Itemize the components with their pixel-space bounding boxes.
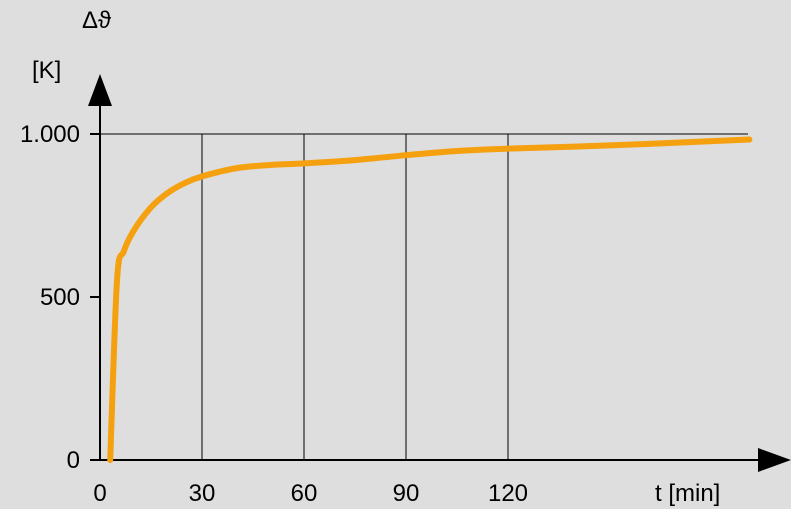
series-layer [107, 136, 753, 463]
x-tick-label: 60 [291, 480, 318, 507]
y-tick-label: 500 [40, 284, 80, 311]
y-tick-label: 0 [67, 447, 80, 474]
x-tick-label: 120 [488, 480, 528, 507]
axes [88, 74, 791, 472]
tick-marks [90, 133, 100, 461]
x-tick-label: 0 [93, 480, 106, 507]
tick-labels: 0 500 1.000 0 30 60 90 120 [20, 121, 528, 507]
x-axis-label: t [min] [655, 480, 720, 507]
reference-lines [100, 133, 748, 460]
y-axis-unit: [K] [32, 57, 61, 84]
y-tick-label: 1.000 [20, 121, 80, 148]
y-axis-symbol: Δϑ [82, 7, 111, 34]
series-line [107, 136, 753, 463]
x-tick-label: 30 [189, 480, 216, 507]
x-tick-label: 90 [393, 480, 420, 507]
x-axis-arrow [758, 448, 791, 472]
y-axis-arrow [88, 74, 112, 106]
